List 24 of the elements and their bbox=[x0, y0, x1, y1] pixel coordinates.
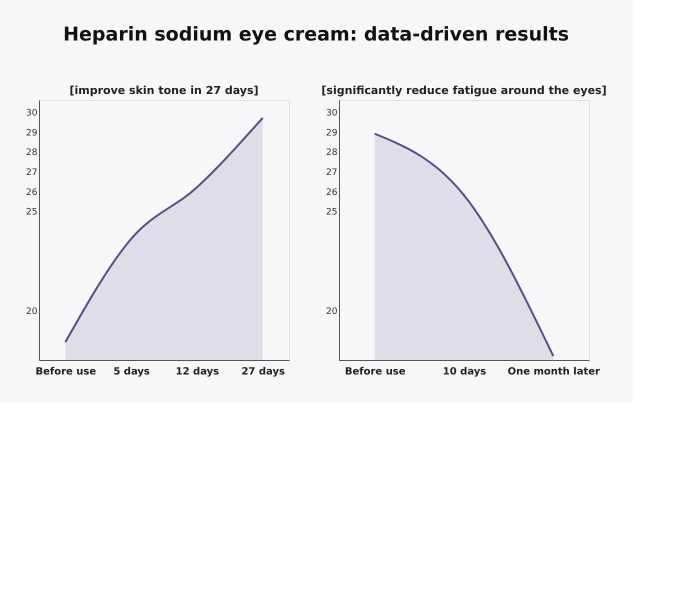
chart-subtitle: [significantly reduce fatigue around the eyes] bbox=[321, 84, 607, 97]
y-tick-label: 27 bbox=[326, 168, 338, 178]
y-tick-label: 20 bbox=[326, 306, 338, 317]
y-tick-label: 25 bbox=[326, 208, 338, 218]
chart-subtitle: [improve skin tone in 27 days] bbox=[69, 84, 259, 97]
x-tick-label: 5 days bbox=[113, 366, 150, 378]
y-tick-label: 28 bbox=[26, 148, 38, 158]
x-tick-label: Before use bbox=[35, 366, 96, 378]
x-tick-label: One month later bbox=[508, 366, 600, 378]
x-tick-label: Before use bbox=[344, 366, 406, 378]
y-tick-label: 30 bbox=[326, 108, 338, 118]
x-tick-label: 27 days bbox=[241, 366, 285, 378]
y-tick-label: 26 bbox=[26, 188, 38, 198]
y-tick-label: 28 bbox=[326, 148, 338, 158]
y-tick-label: 25 bbox=[26, 208, 38, 218]
y-tick-label: 29 bbox=[326, 128, 338, 138]
y-tick-label: 26 bbox=[326, 188, 338, 198]
chart-title: Heparin sodium eye cream: data-driven results bbox=[63, 24, 570, 46]
x-tick-label: 12 days bbox=[176, 366, 220, 378]
y-tick-label: 29 bbox=[26, 128, 38, 138]
x-tick-label: 10 days bbox=[442, 366, 486, 378]
y-tick-label: 27 bbox=[26, 168, 38, 178]
y-tick-label: 20 bbox=[26, 306, 38, 317]
y-tick-label: 30 bbox=[26, 108, 38, 118]
